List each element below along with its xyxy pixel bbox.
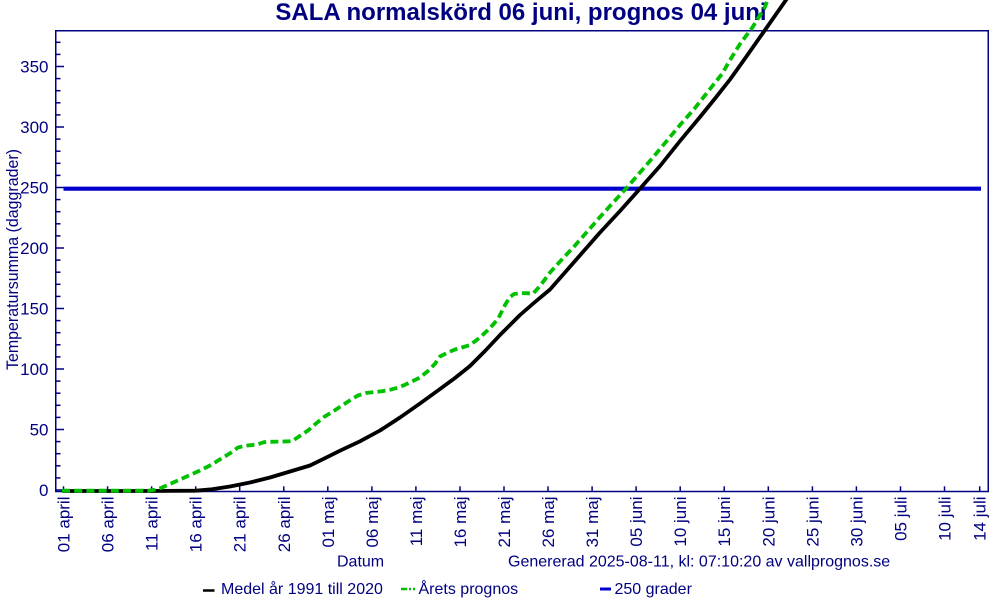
svg-text:Genererad 2025-08-11, kl: 07:1: Genererad 2025-08-11, kl: 07:10:20 av va… [508,553,890,570]
svg-text:10 juli: 10 juli [936,497,955,541]
svg-text:05 juni: 05 juni [627,497,646,547]
svg-text:21 maj: 21 maj [495,497,514,548]
svg-text:50: 50 [30,421,49,440]
svg-text:11 maj: 11 maj [407,497,426,547]
svg-text:30 juni: 30 juni [847,497,866,547]
svg-text:250 grader: 250 grader [615,581,693,598]
svg-text:05 juli: 05 juli [892,497,911,541]
svg-text:SALA normalskörd 06 juni, prog: SALA normalskörd 06 juni, prognos 04 jun… [275,0,766,26]
svg-text:26 april: 26 april [275,497,294,553]
svg-text:10 juni: 10 juni [671,497,690,547]
svg-text:16 april: 16 april [187,497,206,553]
svg-text:100: 100 [20,360,48,379]
svg-text:01 maj: 01 maj [319,497,338,548]
svg-text:06 april: 06 april [99,497,118,553]
svg-text:31 maj: 31 maj [583,497,602,548]
svg-text:15 juni: 15 juni [715,497,734,547]
svg-text:21 april: 21 april [231,497,250,553]
svg-text:Temperatursumma (daggrader): Temperatursumma (daggrader) [3,149,22,370]
svg-text:06 maj: 06 maj [363,497,382,548]
svg-text:200: 200 [20,239,48,258]
svg-text:150: 150 [20,300,48,319]
svg-text:11 april: 11 april [143,497,162,552]
svg-text:Datum: Datum [337,553,384,570]
svg-text:250: 250 [20,179,48,198]
svg-text:350: 350 [20,58,48,77]
svg-text:26 maj: 26 maj [539,497,558,548]
svg-text:16 maj: 16 maj [451,497,470,548]
svg-text:20 juni: 20 juni [759,497,778,547]
svg-text:Årets prognos: Årets prognos [419,579,519,598]
svg-text:14 juli: 14 juli [971,497,990,541]
svg-text:25 juni: 25 juni [803,497,822,547]
svg-text:Medel år 1991 till 2020: Medel år 1991 till 2020 [221,580,383,598]
svg-text:0: 0 [39,481,48,500]
svg-text:300: 300 [20,118,48,137]
svg-text:01 april: 01 april [55,497,74,553]
